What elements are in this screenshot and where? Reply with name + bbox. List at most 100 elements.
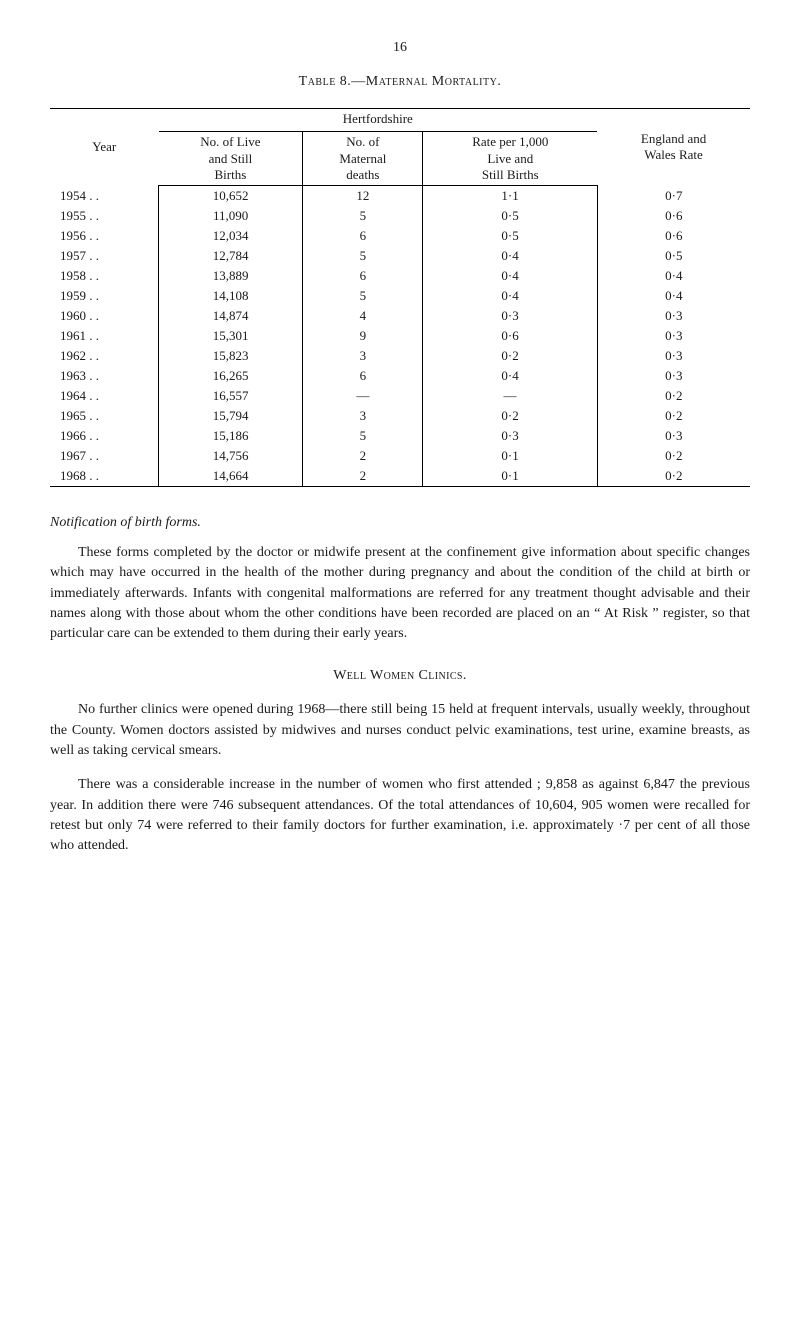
cell-rate: 0·2 [423, 346, 597, 366]
cell-england-wales: 0·2 [597, 446, 750, 466]
cell-births: 15,301 [159, 326, 303, 346]
table-row: 1959 . .14,10850·40·4 [50, 286, 750, 306]
table-title: Table 8.—Maternal Mortality. [50, 74, 750, 90]
table-row: 1956 . .12,03460·50·6 [50, 226, 750, 246]
cell-year: 1955 . . [50, 206, 159, 226]
cell-rate: 0·6 [423, 326, 597, 346]
cell-england-wales: 0·3 [597, 306, 750, 326]
table-row: 1955 . .11,09050·50·6 [50, 206, 750, 226]
cell-year: 1963 . . [50, 366, 159, 386]
col-header-rate: Rate per 1,000 Live and Still Births [423, 132, 597, 186]
cell-year: 1956 . . [50, 226, 159, 246]
table-row: 1968 . .14,66420·10·2 [50, 466, 750, 487]
table-row: 1965 . .15,79430·20·2 [50, 406, 750, 426]
cell-births: 12,784 [159, 246, 303, 266]
cell-england-wales: 0·5 [597, 246, 750, 266]
notification-heading: Notification of birth forms. [50, 515, 750, 531]
col-header-england-wales: England and Wales Rate [597, 109, 750, 186]
cell-england-wales: 0·4 [597, 266, 750, 286]
cell-deaths: 6 [303, 226, 423, 246]
cell-births: 15,186 [159, 426, 303, 446]
table-row: 1962 . .15,82330·20·3 [50, 346, 750, 366]
cell-england-wales: 0·3 [597, 426, 750, 446]
well-women-para-2: There was a considerable increase in the… [50, 775, 750, 856]
cell-year: 1959 . . [50, 286, 159, 306]
cell-england-wales: 0·3 [597, 346, 750, 366]
cell-england-wales: 0·4 [597, 286, 750, 306]
cell-rate: 0·1 [423, 466, 597, 487]
cell-rate: 0·5 [423, 226, 597, 246]
cell-rate: 1·1 [423, 186, 597, 207]
notification-paragraph: These forms completed by the doctor or m… [50, 543, 750, 644]
cell-year: 1965 . . [50, 406, 159, 426]
cell-england-wales: 0·2 [597, 386, 750, 406]
cell-england-wales: 0·6 [597, 206, 750, 226]
cell-year: 1960 . . [50, 306, 159, 326]
cell-births: 14,874 [159, 306, 303, 326]
cell-rate: 0·4 [423, 286, 597, 306]
col-header-year: Year [50, 109, 159, 186]
table-row: 1964 . .16,557——0·2 [50, 386, 750, 406]
cell-year: 1968 . . [50, 466, 159, 487]
cell-deaths: 2 [303, 446, 423, 466]
cell-year: 1957 . . [50, 246, 159, 266]
cell-deaths: 5 [303, 246, 423, 266]
cell-births: 14,756 [159, 446, 303, 466]
cell-births: 13,889 [159, 266, 303, 286]
cell-births: 15,823 [159, 346, 303, 366]
cell-england-wales: 0·2 [597, 466, 750, 487]
cell-deaths: 2 [303, 466, 423, 487]
table-row: 1957 . .12,78450·40·5 [50, 246, 750, 266]
cell-year: 1967 . . [50, 446, 159, 466]
col-header-births: No. of Live and Still Births [159, 132, 303, 186]
cell-rate: 0·2 [423, 406, 597, 426]
cell-rate: 0·5 [423, 206, 597, 226]
table-row: 1958 . .13,88960·40·4 [50, 266, 750, 286]
cell-rate: 0·4 [423, 266, 597, 286]
cell-rate: 0·3 [423, 426, 597, 446]
table-body: 1954 . .10,652121·10·71955 . .11,09050·5… [50, 186, 750, 487]
cell-rate: 0·4 [423, 366, 597, 386]
cell-year: 1964 . . [50, 386, 159, 406]
table-row: 1967 . .14,75620·10·2 [50, 446, 750, 466]
cell-births: 14,664 [159, 466, 303, 487]
cell-rate: — [423, 386, 597, 406]
cell-deaths: 3 [303, 406, 423, 426]
page-number: 16 [50, 40, 750, 56]
col-header-hertfordshire: Hertfordshire [159, 109, 598, 132]
cell-year: 1958 . . [50, 266, 159, 286]
cell-births: 14,108 [159, 286, 303, 306]
cell-deaths: 4 [303, 306, 423, 326]
cell-england-wales: 0·3 [597, 326, 750, 346]
cell-deaths: 5 [303, 426, 423, 446]
cell-deaths: — [303, 386, 423, 406]
table-row: 1960 . .14,87440·30·3 [50, 306, 750, 326]
cell-deaths: 12 [303, 186, 423, 207]
table-row: 1966 . .15,18650·30·3 [50, 426, 750, 446]
cell-england-wales: 0·3 [597, 366, 750, 386]
cell-births: 16,265 [159, 366, 303, 386]
cell-rate: 0·1 [423, 446, 597, 466]
cell-births: 10,652 [159, 186, 303, 207]
cell-england-wales: 0·6 [597, 226, 750, 246]
table-row: 1963 . .16,26560·40·3 [50, 366, 750, 386]
cell-england-wales: 0·7 [597, 186, 750, 207]
cell-year: 1966 . . [50, 426, 159, 446]
cell-births: 16,557 [159, 386, 303, 406]
cell-deaths: 6 [303, 366, 423, 386]
table-row: 1954 . .10,652121·10·7 [50, 186, 750, 207]
cell-deaths: 5 [303, 206, 423, 226]
cell-england-wales: 0·2 [597, 406, 750, 426]
cell-deaths: 6 [303, 266, 423, 286]
well-women-heading: Well Women Clinics. [50, 668, 750, 684]
cell-year: 1962 . . [50, 346, 159, 366]
cell-rate: 0·4 [423, 246, 597, 266]
cell-births: 11,090 [159, 206, 303, 226]
cell-deaths: 5 [303, 286, 423, 306]
cell-year: 1954 . . [50, 186, 159, 207]
mortality-table: Year Hertfordshire England and Wales Rat… [50, 108, 750, 487]
cell-year: 1961 . . [50, 326, 159, 346]
cell-births: 12,034 [159, 226, 303, 246]
well-women-para-1: No further clinics were opened during 19… [50, 700, 750, 761]
cell-births: 15,794 [159, 406, 303, 426]
